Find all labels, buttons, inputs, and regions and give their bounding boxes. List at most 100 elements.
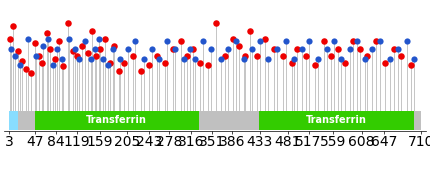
Point [27,72,34,74]
Point [298,48,305,50]
Point [192,58,199,60]
Point [14,50,21,52]
Point [283,40,289,42]
Point [373,40,380,42]
Point [408,64,415,67]
Point [200,40,206,42]
Point [189,48,196,50]
Point [156,58,163,60]
Point [40,45,47,47]
Point [204,64,211,67]
Point [257,40,264,42]
Point [224,48,231,50]
Point [331,40,338,42]
Point [31,42,38,44]
Point [381,62,388,64]
Point [169,48,176,50]
Point [106,62,113,64]
Point [240,58,247,60]
Point [186,48,193,50]
Point [386,58,393,60]
Point [288,62,295,64]
Point [323,48,330,50]
Point [217,58,224,60]
Point [120,62,127,64]
Point [39,62,46,64]
Point [273,48,280,50]
Point [100,58,107,60]
Point [249,48,255,50]
Point [233,40,240,42]
Point [265,58,272,60]
Point [11,55,18,57]
Point [49,64,56,67]
Point [60,65,67,67]
Point [221,55,228,57]
Point [17,64,24,67]
Point [196,62,203,64]
Point [172,48,178,50]
Point [129,55,136,57]
Text: Transferrin: Transferrin [86,115,147,126]
Point [70,50,77,52]
Point [377,40,384,42]
Point [64,22,71,24]
Point [161,62,168,64]
Point [236,45,243,47]
Point [18,60,25,62]
Text: Transferrin: Transferrin [306,115,367,126]
Point [353,40,360,42]
Point [208,48,215,50]
Point [271,48,278,50]
Point [132,40,139,42]
Point [369,48,375,50]
Bar [9,111,18,130]
Point [78,45,85,47]
Point [361,58,368,60]
Point [97,48,104,50]
Point [140,58,147,60]
Point [55,40,62,42]
Point [335,48,342,50]
Point [342,62,349,64]
Point [212,22,219,24]
Point [246,30,253,32]
Point [8,48,15,50]
Bar [34,111,199,130]
Point [116,70,123,73]
Point [328,55,335,57]
Point [45,38,52,40]
Point [338,58,344,60]
Point [178,40,184,42]
Point [303,55,310,57]
Point [180,58,187,60]
Point [411,58,418,60]
Point [404,40,411,42]
Point [58,58,65,60]
Point [138,70,145,73]
Point [390,48,397,50]
Point [149,48,156,50]
Point [101,38,108,40]
Point [71,48,78,50]
Point [25,38,32,40]
Point [314,58,321,60]
Point [357,48,364,50]
Point [7,38,14,40]
Bar [9,111,421,130]
Point [398,55,405,57]
Point [96,38,103,40]
Point [262,38,269,40]
Point [74,55,80,57]
Point [9,25,16,27]
Point [163,40,170,42]
Point [81,40,88,42]
Point [104,64,111,67]
Point [111,45,118,47]
Point [146,64,153,67]
Point [33,55,40,57]
Point [294,48,301,50]
Point [47,48,54,50]
Point [394,48,401,50]
Point [280,55,286,57]
